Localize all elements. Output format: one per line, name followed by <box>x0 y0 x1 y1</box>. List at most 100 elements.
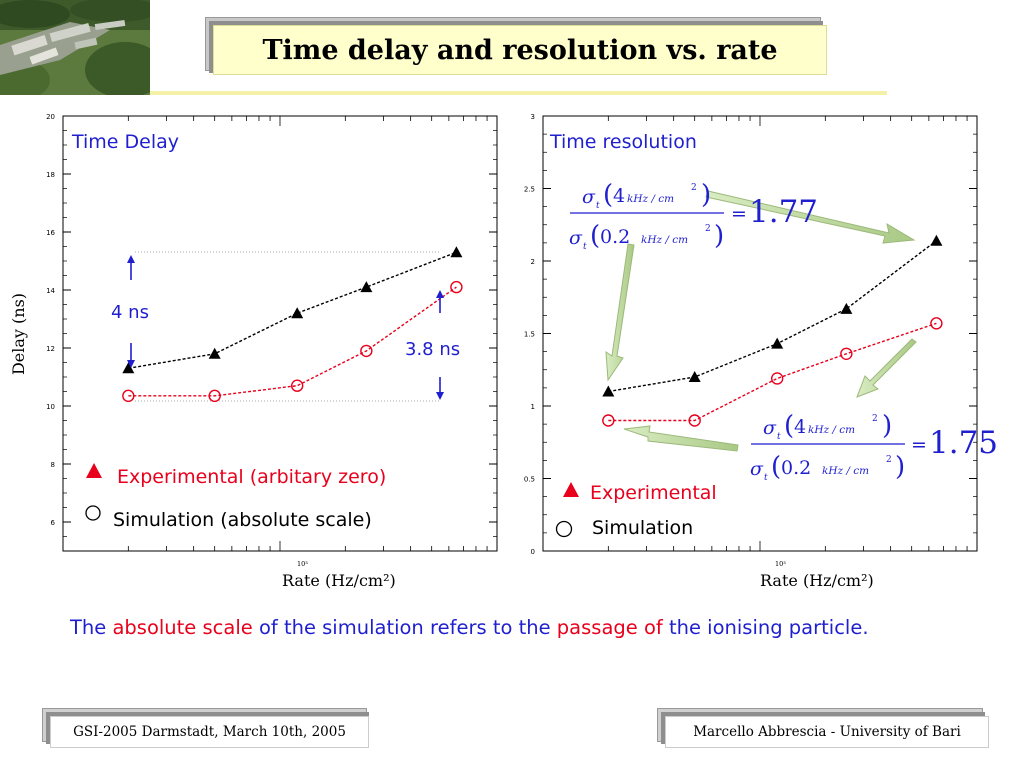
left-x-multiplier: 10³ <box>297 560 308 568</box>
paren-close-den: ) <box>714 221 724 251</box>
left-y-axis-label: Delay (ns) <box>9 293 28 375</box>
left-legend-triangle-icon <box>86 463 102 478</box>
title-underline <box>150 91 887 95</box>
left-series-line-1 <box>128 286 457 397</box>
simulation-point <box>840 347 853 360</box>
sigma-subscript-den: t <box>583 242 587 252</box>
y-tick-label: 3 <box>531 113 535 121</box>
experimental-point <box>122 362 135 374</box>
num-unit-power: 2 <box>872 414 878 424</box>
footnote-part: of the simulation refers to the <box>252 616 557 639</box>
3-8ns-down-arrowhead <box>436 392 444 400</box>
sigma-subscript: t <box>777 432 781 442</box>
left-legend-circle-icon <box>85 505 101 521</box>
4ns-down-arrowhead <box>127 360 135 368</box>
den-unit-power: 2 <box>705 224 711 234</box>
y-tick-label: 14 <box>46 287 55 295</box>
left-series-group <box>122 246 463 403</box>
y-tick-label: 2.5 <box>524 186 535 194</box>
3-8ns-up-arrowhead <box>436 290 444 298</box>
footer-right-label: Marcello Abbrescia - University of Bari <box>665 716 989 748</box>
4ns-up-arrowhead <box>127 255 135 263</box>
den-unit-power: 2 <box>886 455 892 465</box>
right-legend-circle-icon <box>555 520 573 538</box>
right-x-axis <box>542 116 968 551</box>
experimental-point <box>291 307 304 319</box>
paren-open-den: ( <box>590 221 600 251</box>
right-legend-simulation: Simulation <box>592 517 693 539</box>
paren-close-den: ) <box>895 452 905 482</box>
footnote-part-highlight: absolute scale <box>112 616 253 639</box>
sigma-symbol-den: σ <box>569 227 583 249</box>
y-tick-label: 8 <box>51 461 55 469</box>
paren-close: ) <box>882 411 892 441</box>
y-tick-label: 12 <box>46 345 55 353</box>
experimental-point <box>840 302 853 314</box>
left-y-axis: 6 8 10 12 14 16 18 20 <box>46 113 497 552</box>
footnote-part: The <box>70 616 113 639</box>
footnote-text: The absolute scale of the simulation ref… <box>70 612 970 643</box>
num-value: 4 <box>613 185 625 207</box>
den-unit: kHz / cm <box>822 465 869 477</box>
y-tick-label: 6 <box>51 519 56 527</box>
ratio-result-1: 1.77 <box>749 194 818 230</box>
y-tick-label: 1.5 <box>524 331 535 339</box>
sigma-symbol-den: σ <box>750 458 764 480</box>
y-tick-label: 0 <box>531 548 535 556</box>
y-tick-label: 10 <box>46 403 55 411</box>
paren-open: ( <box>784 411 794 441</box>
experimental-point <box>450 246 463 258</box>
experimental-point <box>208 347 221 359</box>
num-unit: kHz / cm <box>627 193 674 205</box>
right-legend-triangle-icon <box>563 482 579 497</box>
simulation-point <box>688 414 701 427</box>
simulation-point <box>930 317 943 330</box>
simulation-point <box>290 379 304 392</box>
den-unit: kHz / cm <box>641 234 688 246</box>
paren-open: ( <box>603 180 613 210</box>
right-y-axis: 0 0.5 1 1.5 2 2.5 3 <box>524 113 977 556</box>
experimental-point <box>602 385 615 397</box>
simulation-point <box>770 372 784 385</box>
equals-sign: = <box>911 434 927 456</box>
slide-title: Time delay and resolution vs. rate <box>213 25 827 75</box>
right-legend-experimental: Experimental <box>590 482 717 504</box>
4ns-label: 4 ns <box>111 302 149 323</box>
num-unit-power: 2 <box>691 183 697 193</box>
sigma-subscript: t <box>596 201 600 211</box>
callout-arrow-to-simulation <box>856 338 917 398</box>
den-value: 0.2 <box>781 457 811 479</box>
y-tick-label: 0.5 <box>524 476 535 484</box>
left-legend-simulation: Simulation (absolute scale) <box>113 509 372 531</box>
sigma-symbol: σ <box>763 417 777 439</box>
right-chart-title: Time resolution <box>549 131 697 153</box>
left-x-axis <box>62 116 488 551</box>
footnote-part: the ionising particle. <box>662 616 869 639</box>
callout-arrow-to-simulation-low <box>623 425 739 452</box>
y-tick-label: 18 <box>46 171 55 179</box>
paren-close: ) <box>701 180 711 210</box>
paren-open-den: ( <box>771 452 781 482</box>
num-value: 4 <box>794 416 806 438</box>
ratio-formula-1: σ t ( 4 kHz / cm 2 ) σ t ( 0.2 kHz / cm … <box>569 180 818 252</box>
sigma-symbol: σ <box>582 186 596 208</box>
y-tick-label: 1 <box>531 403 535 411</box>
right-series-group <box>602 234 943 427</box>
simulation-point <box>450 280 463 294</box>
3-8ns-label: 3.8 ns <box>405 339 460 360</box>
right-x-multiplier: 10³ <box>775 560 786 568</box>
simulation-point <box>360 344 373 358</box>
left-chart-title: Time Delay <box>71 131 179 153</box>
y-tick-label: 2 <box>531 258 535 266</box>
callout-arrow-to-experimental <box>705 190 916 244</box>
footnote-part-highlight: passage of <box>556 616 663 639</box>
experimental-point <box>688 371 701 382</box>
experimental-point <box>771 337 784 349</box>
left-series-line-0 <box>128 251 457 369</box>
simulation-point <box>602 414 615 427</box>
ratio-result-2: 1.75 <box>929 425 998 461</box>
equals-sign: = <box>731 203 747 225</box>
sigma-subscript-den: t <box>764 473 768 483</box>
left-legend-experimental: Experimental (arbitary zero) <box>117 466 386 488</box>
